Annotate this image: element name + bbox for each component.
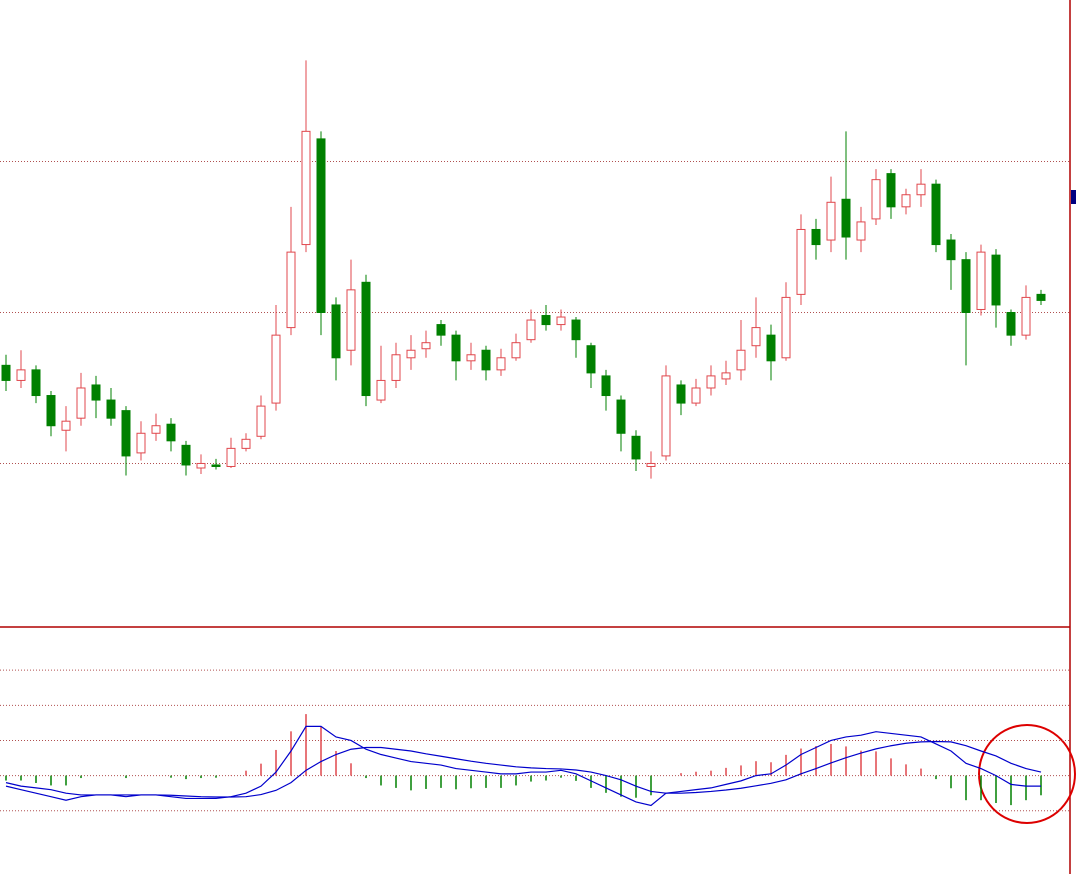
- candle-body: [796, 228, 806, 295]
- candle-body: [1, 364, 11, 381]
- candle-body: [646, 462, 656, 467]
- candle-body: [916, 183, 926, 196]
- candle-body: [361, 281, 371, 397]
- candle-body: [886, 173, 896, 208]
- candle-body: [556, 316, 566, 326]
- candle-body: [856, 221, 866, 241]
- candle-body: [301, 130, 311, 246]
- candle-body: [136, 432, 146, 454]
- candle-body: [676, 384, 686, 404]
- candle-body: [526, 319, 536, 341]
- candle-body: [436, 324, 446, 336]
- macd-line: [5, 725, 1041, 807]
- candle-body: [211, 464, 221, 467]
- candle-body: [196, 462, 206, 469]
- candle-body: [451, 334, 461, 362]
- candle-body: [421, 342, 431, 350]
- candle-body: [181, 444, 191, 466]
- highlight-circle: [978, 724, 1076, 824]
- candle-body: [631, 435, 641, 460]
- candle-body: [16, 369, 26, 381]
- candle-body: [31, 369, 41, 397]
- candle-body: [61, 420, 71, 431]
- candle-body: [961, 259, 971, 313]
- candle-body: [571, 319, 581, 341]
- candle-body: [376, 379, 386, 401]
- candle-body: [721, 372, 731, 380]
- price-marker: [1071, 190, 1076, 204]
- candle-body: [496, 357, 506, 371]
- candle-body: [691, 387, 701, 404]
- signal-line: [5, 740, 1042, 798]
- candle-body: [481, 349, 491, 371]
- candle-body: [586, 345, 596, 374]
- candle-body: [151, 425, 161, 434]
- candle-body: [391, 354, 401, 381]
- candle-body: [841, 198, 851, 238]
- candle-body: [601, 375, 611, 397]
- candle-body: [946, 239, 956, 261]
- candle-body: [736, 349, 746, 371]
- candle-body: [106, 399, 116, 419]
- candle-body: [166, 423, 176, 442]
- candle-body: [256, 405, 266, 437]
- candle-body: [406, 349, 416, 359]
- candle-body: [616, 399, 626, 434]
- candle-body: [901, 194, 911, 208]
- candle-body: [541, 315, 551, 326]
- marks: [0, 60, 1069, 812]
- candle-body: [316, 138, 326, 313]
- candle-body: [46, 395, 56, 427]
- candle-body: [226, 447, 236, 467]
- candle-body: [1036, 293, 1046, 301]
- candle-body: [1006, 312, 1016, 336]
- candle-body: [661, 375, 671, 457]
- candle-body: [331, 304, 341, 359]
- candle-body: [241, 438, 251, 449]
- candle-body: [121, 410, 131, 457]
- candle-body: [706, 375, 716, 389]
- candle-body: [871, 179, 881, 220]
- candle-body: [511, 342, 521, 359]
- candle-body: [931, 183, 941, 246]
- candle-body: [1021, 296, 1031, 336]
- candle-body: [91, 384, 101, 401]
- candle-body: [766, 334, 776, 362]
- candle-body: [991, 254, 1001, 306]
- candle-body: [976, 251, 986, 310]
- candle-body: [271, 334, 281, 404]
- candle-body: [286, 251, 296, 329]
- candle-body: [76, 387, 86, 419]
- candle-body: [466, 354, 476, 362]
- candle-body: [826, 201, 836, 241]
- candle-body: [781, 296, 791, 359]
- candle-body: [346, 289, 356, 351]
- candle-body: [751, 327, 761, 347]
- candle-body: [811, 228, 821, 246]
